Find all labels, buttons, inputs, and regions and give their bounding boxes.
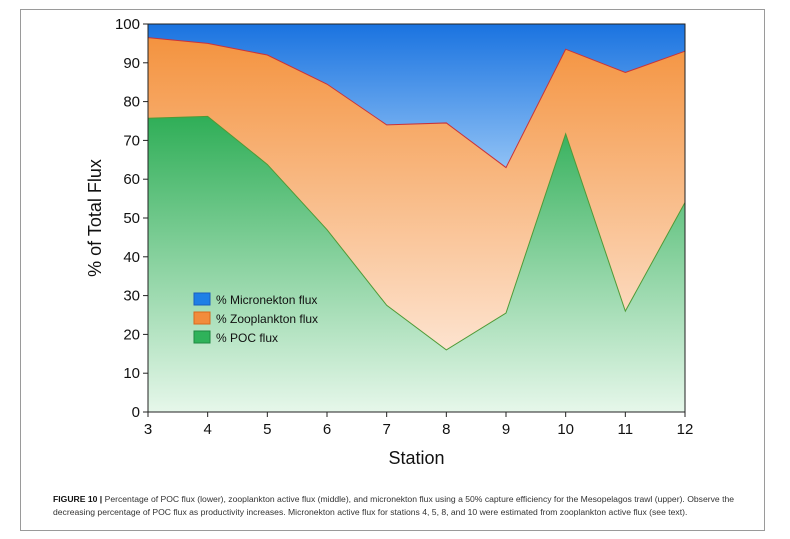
x-tick-label: 12 [677, 421, 694, 438]
caption-label: FIGURE 10 | [53, 494, 103, 504]
x-tick-label: 6 [323, 421, 331, 438]
stacked-area-chart: 0 10 20 30 40 50 60 70 80 90 100 3 4 5 6 7 8 9 10 11 12 Stati… [85, 16, 694, 468]
x-tick-label: 9 [502, 421, 510, 438]
y-tick-label: 20 [123, 326, 140, 343]
caption-text: Percentage of POC flux (lower), zooplank… [53, 494, 735, 517]
legend-label-micronekton: % Micronekton flux [216, 293, 317, 307]
legend-swatch-zooplankton [193, 311, 211, 325]
x-tick-label: 3 [144, 421, 152, 438]
y-tick-label: 50 [123, 210, 140, 227]
legend-label-poc: % POC flux [216, 331, 278, 345]
y-tick-label: 80 [123, 94, 140, 111]
y-axis-title: % of Total Flux [85, 159, 105, 277]
x-tick-label: 5 [263, 421, 271, 438]
x-tick-label: 10 [557, 421, 574, 438]
x-tick-label: 11 [618, 421, 634, 438]
y-tick-label: 60 [123, 171, 140, 188]
area-micronekton [148, 24, 685, 168]
x-axis-title: Station [388, 448, 444, 468]
x-tick-label: 8 [442, 421, 450, 438]
x-tick-label: 4 [203, 421, 211, 438]
line-poc-top [147, 115, 686, 351]
y-tick-label: 90 [123, 55, 140, 72]
area-zooplankton [148, 37, 685, 350]
line-zooplankton-top [147, 37, 686, 169]
y-tick-label: 10 [123, 365, 140, 382]
y-tick-label: 70 [123, 132, 140, 149]
y-tick-label: 0 [132, 404, 140, 421]
y-tick-label: 30 [123, 288, 140, 305]
y-tick-label: 40 [123, 249, 140, 266]
area-poc [148, 116, 685, 413]
figure-caption: FIGURE 10 | Percentage of POC flux (lowe… [53, 493, 778, 518]
legend-swatch-micronekton [193, 292, 211, 306]
legend-label-zooplankton: % Zooplankton flux [216, 312, 318, 326]
figure-frame: 0 10 20 30 40 50 60 70 80 90 100 3 4 5 6 7 8 9 10 11 12 Stati… [20, 9, 765, 531]
y-tick-label: 100 [115, 16, 140, 33]
legend-swatch-poc [193, 330, 211, 344]
x-tick-label: 7 [382, 421, 390, 438]
